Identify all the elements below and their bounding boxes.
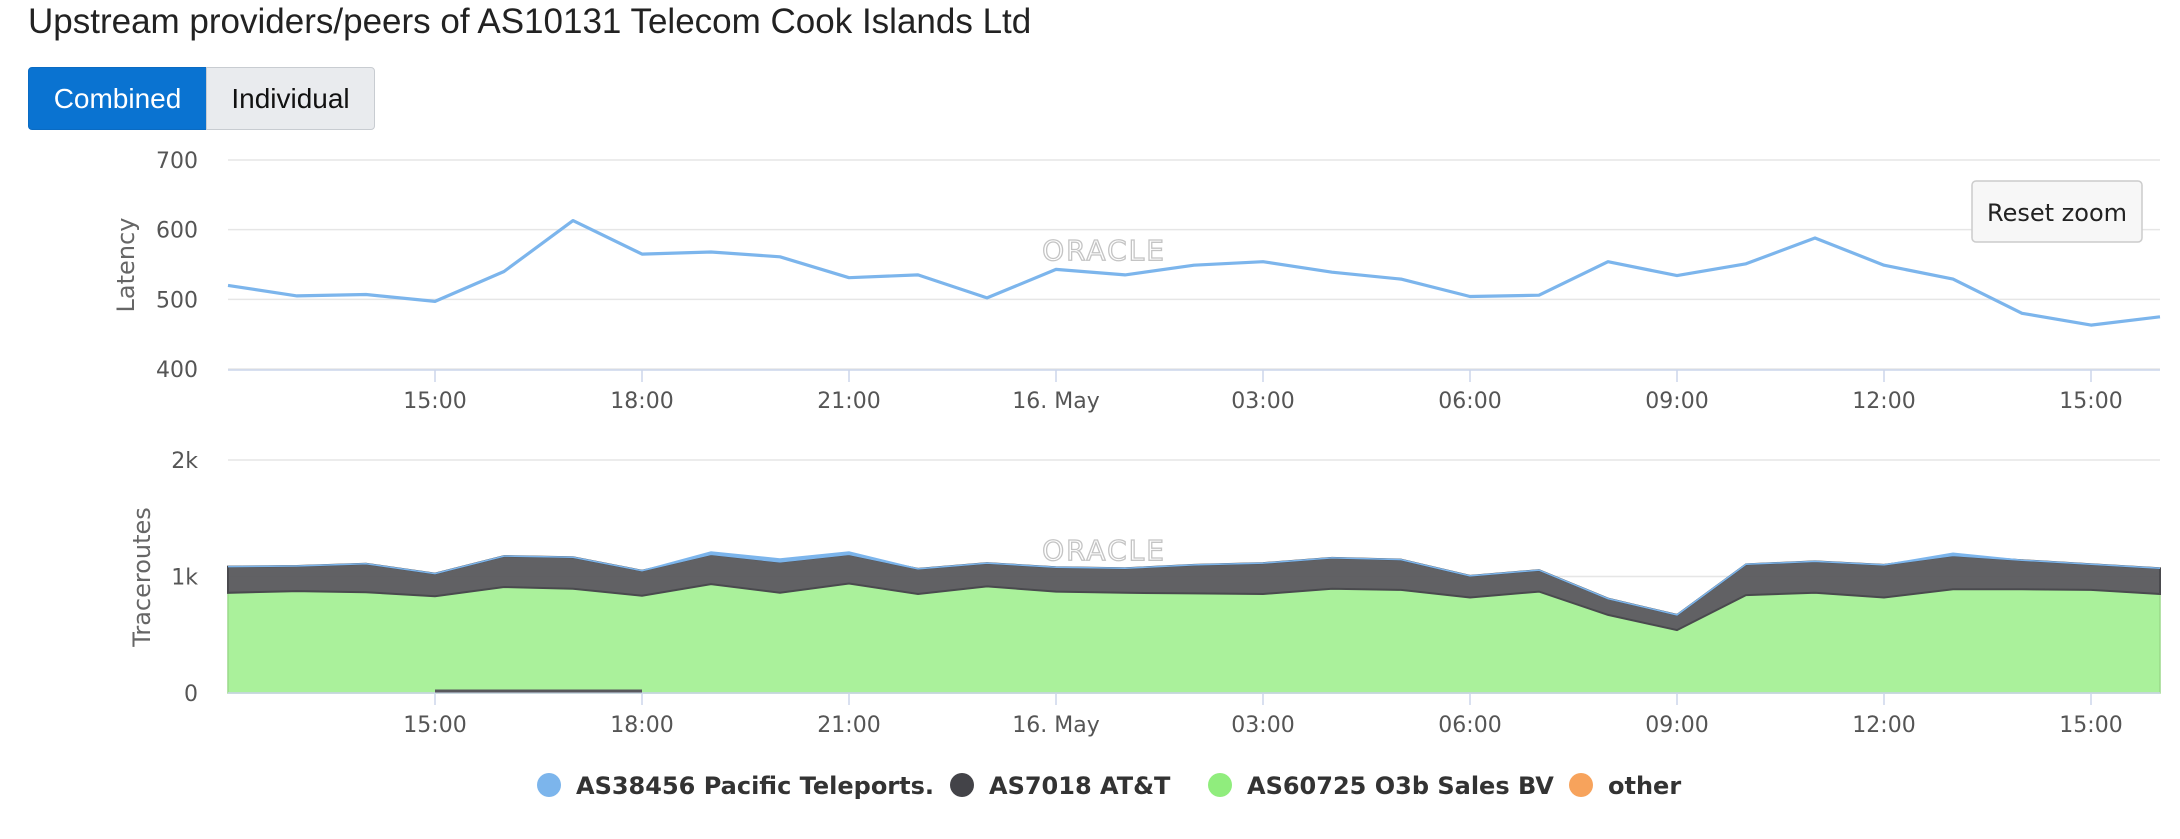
traceroutes-y-tick: 0 — [184, 682, 198, 707]
reset-zoom-label: Reset zoom — [1987, 199, 2127, 227]
traceroutes-axis-title: Traceroutes — [128, 507, 156, 648]
view-toggle: Combined Individual — [28, 67, 375, 130]
legend-item[interactable]: AS38456 Pacific Teleports. — [537, 772, 934, 800]
latency-panel: 400 500 600 700 15:00 18:00 21:00 16. May 03:00 0… — [112, 149, 2161, 414]
latency-x-tick: 16. May — [1012, 389, 1099, 414]
legend-label: AS60725 O3b Sales BV — [1247, 772, 1554, 800]
legend-label: AS7018 AT&T — [989, 772, 1171, 800]
legend-item[interactable]: AS60725 O3b Sales BV — [1208, 772, 1554, 800]
latency-y-tick: 700 — [156, 149, 198, 174]
individual-button[interactable]: Individual — [206, 67, 375, 130]
legend: AS38456 Pacific Teleports. AS7018 AT&T AS6… — [537, 772, 1681, 800]
traceroutes-x-tick: 21:00 — [817, 713, 880, 738]
legend-label: AS38456 Pacific Teleports. — [576, 772, 934, 800]
latency-x-tick: 18:00 — [610, 389, 673, 414]
latency-x-tick: 12:00 — [1852, 389, 1915, 414]
oracle-watermark: ORACLE — [1042, 534, 1166, 567]
latency-x-tick: 06:00 — [1438, 389, 1501, 414]
pacific-area — [227, 551, 2161, 616]
latency-x-tick: 15:00 — [403, 389, 466, 414]
legend-marker — [537, 773, 561, 797]
combined-button[interactable]: Combined — [28, 67, 207, 130]
latency-y-tick: 500 — [156, 288, 198, 313]
traceroutes-x-tick: 15:00 — [403, 713, 466, 738]
legend-marker — [1208, 773, 1232, 797]
traceroutes-x-tick: 18:00 — [610, 713, 673, 738]
legend-item[interactable]: other — [1569, 772, 1681, 800]
latency-x-tick: 15:00 — [2059, 389, 2122, 414]
traceroutes-x-tick: 09:00 — [1645, 713, 1708, 738]
traceroutes-y-tick: 2k — [171, 449, 198, 474]
o3b-area — [227, 582, 2161, 694]
oracle-watermark: ORACLE — [1042, 234, 1166, 267]
latency-axis-title: Latency — [112, 218, 140, 313]
traceroutes-x-tick: 16. May — [1012, 713, 1099, 738]
latency-y-tick: 600 — [156, 219, 198, 244]
traceroutes-panel: 0 1k 2k Traceroutes 15:00 18:00 21:00 16. May 03… — [128, 449, 2161, 738]
legend-label: other — [1608, 772, 1681, 800]
legend-marker — [950, 773, 974, 797]
legend-item[interactable]: AS7018 AT&T — [950, 772, 1171, 800]
latency-x-tick: 09:00 — [1645, 389, 1708, 414]
traceroutes-x-tick: 15:00 — [2059, 713, 2122, 738]
latency-y-tick: 400 — [156, 358, 198, 383]
traceroutes-x-tick: 03:00 — [1231, 713, 1294, 738]
traceroutes-x-tick: 06:00 — [1438, 713, 1501, 738]
latency-series-line — [227, 219, 2161, 327]
traceroutes-x-tick: 12:00 — [1852, 713, 1915, 738]
reset-zoom-button[interactable]: Reset zoom — [1971, 180, 2143, 243]
legend-marker — [1569, 773, 1593, 797]
latency-x-tick: 21:00 — [817, 389, 880, 414]
page-title: Upstream providers/peers of AS10131 Tele… — [28, 2, 1032, 41]
traceroutes-y-tick: 1k — [171, 566, 198, 591]
latency-x-tick: 03:00 — [1231, 389, 1294, 414]
